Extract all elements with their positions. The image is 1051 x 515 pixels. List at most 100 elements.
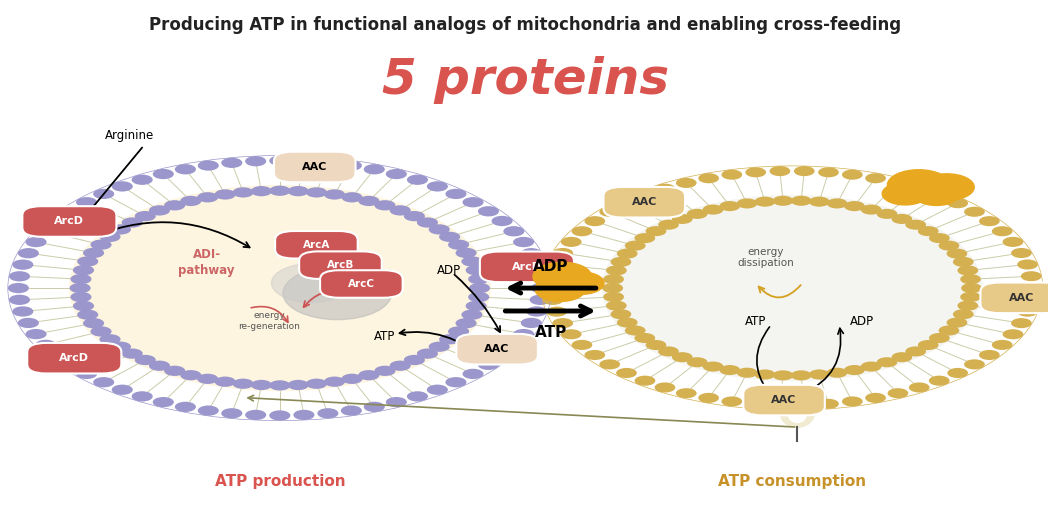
Circle shape: [721, 397, 742, 406]
Text: energy
dissipation: energy dissipation: [738, 247, 795, 268]
Circle shape: [980, 216, 1000, 226]
Circle shape: [698, 393, 719, 403]
Circle shape: [790, 370, 811, 381]
Circle shape: [122, 349, 143, 359]
Circle shape: [513, 329, 534, 339]
Circle shape: [687, 209, 707, 219]
Circle shape: [572, 340, 593, 350]
Circle shape: [36, 340, 57, 350]
Circle shape: [341, 160, 362, 170]
Circle shape: [1003, 329, 1024, 339]
Circle shape: [929, 375, 949, 386]
Circle shape: [687, 357, 707, 367]
Circle shape: [390, 360, 411, 371]
FancyBboxPatch shape: [27, 343, 121, 373]
Circle shape: [599, 207, 620, 217]
Circle shape: [530, 295, 551, 305]
Text: AAC: AAC: [302, 162, 328, 172]
Circle shape: [7, 283, 29, 293]
Circle shape: [427, 181, 448, 192]
Circle shape: [100, 232, 121, 242]
Circle shape: [947, 318, 967, 328]
Circle shape: [909, 383, 929, 392]
Circle shape: [439, 334, 460, 345]
Circle shape: [222, 408, 243, 418]
Circle shape: [617, 249, 638, 259]
Circle shape: [269, 156, 290, 166]
Circle shape: [1017, 306, 1038, 317]
Circle shape: [174, 402, 195, 412]
Circle shape: [947, 368, 968, 378]
Circle shape: [676, 178, 697, 188]
Ellipse shape: [781, 399, 815, 427]
Circle shape: [47, 350, 68, 360]
Circle shape: [390, 205, 411, 216]
Circle shape: [341, 405, 362, 416]
Circle shape: [772, 370, 794, 381]
Circle shape: [635, 375, 656, 386]
Circle shape: [957, 301, 978, 311]
Text: ArcD: ArcD: [512, 262, 542, 272]
Circle shape: [737, 368, 758, 377]
Circle shape: [891, 214, 912, 224]
Circle shape: [429, 224, 450, 234]
Circle shape: [9, 271, 30, 281]
FancyBboxPatch shape: [300, 251, 382, 279]
Circle shape: [73, 301, 94, 311]
Circle shape: [232, 187, 253, 198]
Circle shape: [503, 340, 524, 350]
Circle shape: [306, 379, 327, 389]
Circle shape: [429, 341, 450, 352]
Circle shape: [877, 357, 898, 367]
Circle shape: [676, 388, 697, 398]
FancyBboxPatch shape: [456, 334, 538, 365]
Circle shape: [478, 359, 499, 370]
Circle shape: [69, 185, 490, 390]
Circle shape: [427, 385, 448, 395]
Circle shape: [77, 310, 98, 320]
Circle shape: [61, 359, 82, 370]
Text: energy
re-generation: energy re-generation: [239, 312, 301, 331]
Circle shape: [455, 318, 476, 329]
Circle shape: [953, 257, 973, 267]
Circle shape: [547, 260, 566, 269]
Circle shape: [794, 400, 815, 410]
Circle shape: [531, 283, 552, 293]
Circle shape: [25, 329, 46, 339]
Circle shape: [542, 295, 563, 305]
Circle shape: [404, 211, 425, 221]
Circle shape: [77, 256, 98, 267]
Circle shape: [271, 264, 351, 302]
Circle shape: [131, 391, 152, 402]
Circle shape: [47, 216, 68, 226]
FancyBboxPatch shape: [743, 385, 825, 416]
Circle shape: [181, 370, 202, 380]
Circle shape: [809, 369, 829, 380]
Circle shape: [513, 237, 534, 247]
Text: ArcC: ArcC: [348, 279, 375, 289]
Circle shape: [964, 207, 985, 217]
Circle shape: [455, 248, 476, 258]
Circle shape: [655, 383, 676, 392]
Circle shape: [269, 380, 290, 390]
Circle shape: [844, 201, 865, 211]
FancyBboxPatch shape: [321, 270, 403, 298]
Circle shape: [672, 352, 693, 362]
Circle shape: [417, 217, 438, 228]
Circle shape: [1011, 248, 1032, 258]
Text: ATP: ATP: [744, 315, 766, 328]
Circle shape: [90, 327, 111, 337]
Circle shape: [462, 369, 483, 379]
Circle shape: [625, 325, 645, 336]
Circle shape: [73, 265, 94, 276]
Circle shape: [888, 178, 908, 188]
Text: 5 proteins: 5 proteins: [382, 56, 669, 104]
Circle shape: [865, 393, 886, 403]
Circle shape: [317, 158, 338, 168]
Circle shape: [1011, 318, 1032, 328]
Circle shape: [1003, 237, 1024, 247]
Circle shape: [135, 355, 156, 365]
Circle shape: [283, 267, 392, 320]
Circle shape: [957, 265, 978, 276]
Circle shape: [882, 182, 928, 205]
